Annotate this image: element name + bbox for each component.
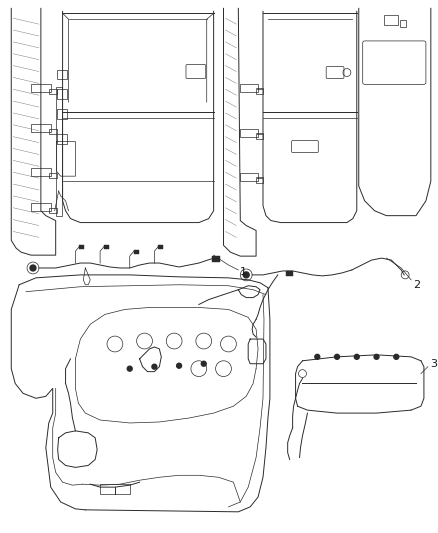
Bar (31, 168, 51, 176)
Circle shape (394, 354, 399, 359)
Circle shape (177, 364, 182, 368)
Bar (256, 134, 263, 139)
Bar (385, 15, 398, 25)
Bar (57, 134, 67, 143)
Text: 3: 3 (430, 359, 437, 369)
Bar (256, 90, 263, 94)
Bar (104, 245, 109, 249)
Circle shape (152, 364, 157, 369)
Circle shape (201, 361, 206, 366)
Bar (57, 69, 67, 79)
Bar (256, 178, 263, 183)
Text: 1: 1 (240, 267, 247, 277)
Bar (49, 173, 57, 178)
Bar (56, 87, 62, 216)
Bar (240, 84, 258, 92)
Bar (57, 90, 67, 99)
Bar (31, 124, 51, 132)
Bar (400, 20, 406, 27)
Circle shape (127, 366, 132, 371)
Bar (31, 84, 51, 92)
Bar (240, 173, 258, 181)
Bar (159, 245, 163, 249)
Circle shape (374, 354, 379, 359)
Circle shape (354, 354, 359, 359)
Circle shape (315, 354, 320, 359)
Bar (57, 109, 67, 119)
Circle shape (335, 354, 339, 359)
Bar (49, 129, 57, 134)
Bar (100, 484, 130, 494)
Bar (49, 208, 57, 213)
Bar (79, 245, 84, 249)
Bar (49, 90, 57, 94)
Bar (240, 129, 258, 136)
Bar (212, 256, 219, 262)
Circle shape (30, 265, 36, 271)
Bar (286, 271, 293, 276)
Text: 2: 2 (413, 280, 420, 290)
Bar (31, 203, 51, 211)
Bar (134, 250, 138, 254)
Circle shape (243, 272, 249, 278)
